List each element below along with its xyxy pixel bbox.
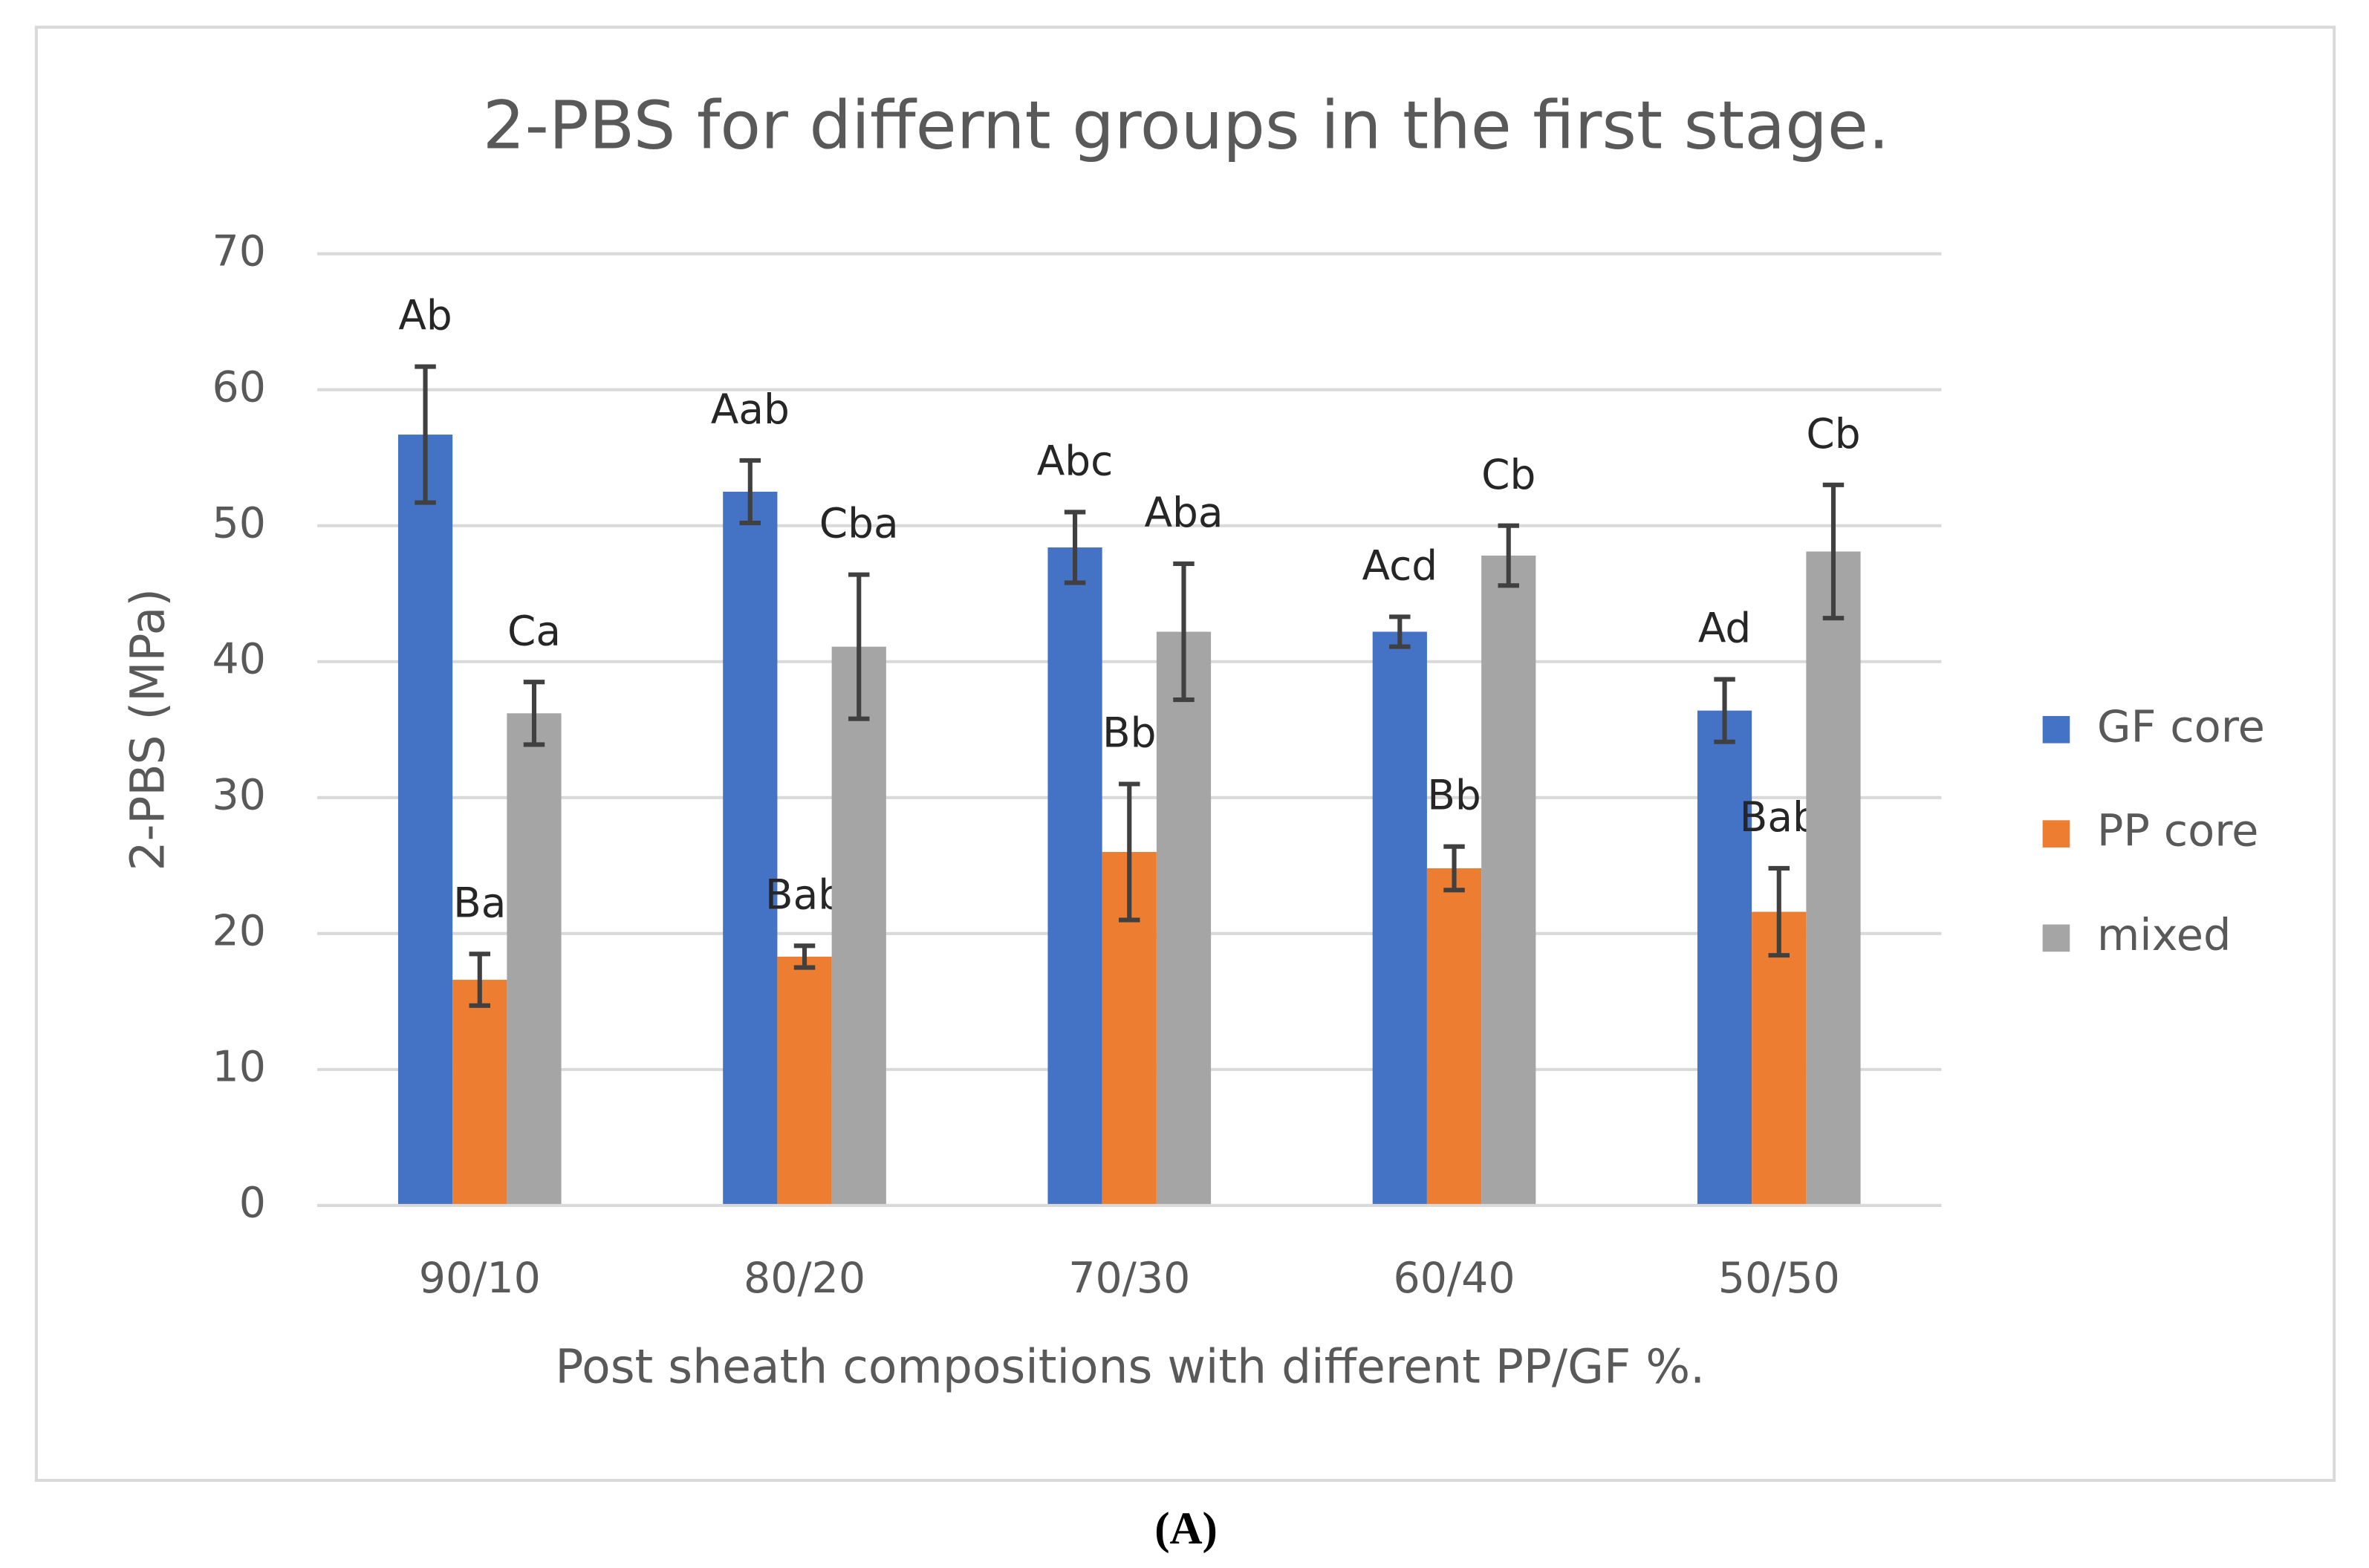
error-bar	[1714, 677, 1735, 744]
legend-swatch	[2042, 715, 2070, 744]
error-bar	[848, 572, 870, 721]
bar	[397, 435, 453, 1206]
significance-label: Cb	[1481, 451, 1536, 498]
significance-label: Acd	[1362, 541, 1437, 589]
legend-label: mixed	[2097, 909, 2232, 960]
bar	[1047, 547, 1102, 1206]
significance-label: Bb	[1102, 709, 1157, 757]
error-bar	[1119, 781, 1140, 923]
significance-label: Bb	[1427, 772, 1481, 819]
error-bar	[1498, 523, 1519, 588]
error-bar	[1822, 482, 1845, 621]
error-bar	[1389, 614, 1411, 649]
significance-label: Bab	[765, 871, 844, 918]
error-bar	[1064, 510, 1086, 585]
y-tick-label: 50	[212, 498, 266, 547]
x-tick-label: 90/10	[419, 1254, 541, 1303]
y-axis-title: 2-PBS (MPa)	[120, 588, 175, 871]
significance-label: Ab	[398, 292, 452, 339]
bar	[1806, 551, 1861, 1206]
y-tick-label: 40	[212, 634, 266, 683]
error-bar	[793, 943, 816, 970]
bar	[831, 646, 886, 1206]
y-tick-label: 20	[212, 906, 266, 955]
significance-label: Ca	[507, 607, 561, 654]
bar	[1752, 911, 1807, 1206]
y-tick-label: 30	[212, 770, 266, 819]
legend-swatch	[2042, 924, 2070, 952]
x-tick-label: 50/50	[1718, 1254, 1840, 1303]
x-tick-label: 60/40	[1393, 1254, 1515, 1303]
bar	[1372, 631, 1427, 1206]
bar	[1481, 556, 1536, 1206]
legend-label: PP core	[2097, 805, 2259, 856]
significance-label: Cb	[1806, 410, 1860, 458]
y-tick-label: 70	[212, 227, 266, 276]
bar	[1697, 710, 1752, 1206]
error-bar	[739, 458, 761, 526]
significance-label: Aba	[1144, 489, 1223, 536]
bar	[507, 713, 562, 1206]
error-bar	[1768, 865, 1790, 958]
bar	[1156, 631, 1212, 1206]
bar	[723, 491, 778, 1206]
y-tick-label: 0	[239, 1179, 266, 1228]
chart-title: 2-PBS for differnt groups in the first s…	[483, 87, 1890, 164]
significance-label: Abc	[1037, 437, 1114, 484]
x-tick-label: 70/30	[1068, 1254, 1190, 1303]
y-tick-label: 10	[212, 1042, 266, 1091]
y-tick-label: 60	[212, 362, 266, 411]
caption: (A)	[1154, 1504, 1218, 1554]
bar	[777, 956, 832, 1206]
significance-label: Cba	[819, 500, 899, 547]
legend-swatch	[2042, 820, 2070, 848]
x-tick-label: 80/20	[744, 1254, 865, 1303]
error-bar	[415, 364, 436, 505]
error-bar	[1443, 844, 1465, 893]
significance-label: Aab	[711, 386, 790, 433]
x-axis-title: Post sheath compositions with different …	[555, 1339, 1705, 1394]
significance-label: Ba	[453, 879, 506, 926]
bar	[452, 980, 507, 1206]
error-bar	[1173, 561, 1195, 703]
significance-label: Bab	[1740, 793, 1819, 841]
bar	[1426, 868, 1482, 1206]
legend-label: GF core	[2097, 700, 2265, 752]
error-bar	[523, 680, 545, 747]
error-bar	[469, 951, 491, 1008]
significance-label: Ad	[1698, 605, 1751, 652]
